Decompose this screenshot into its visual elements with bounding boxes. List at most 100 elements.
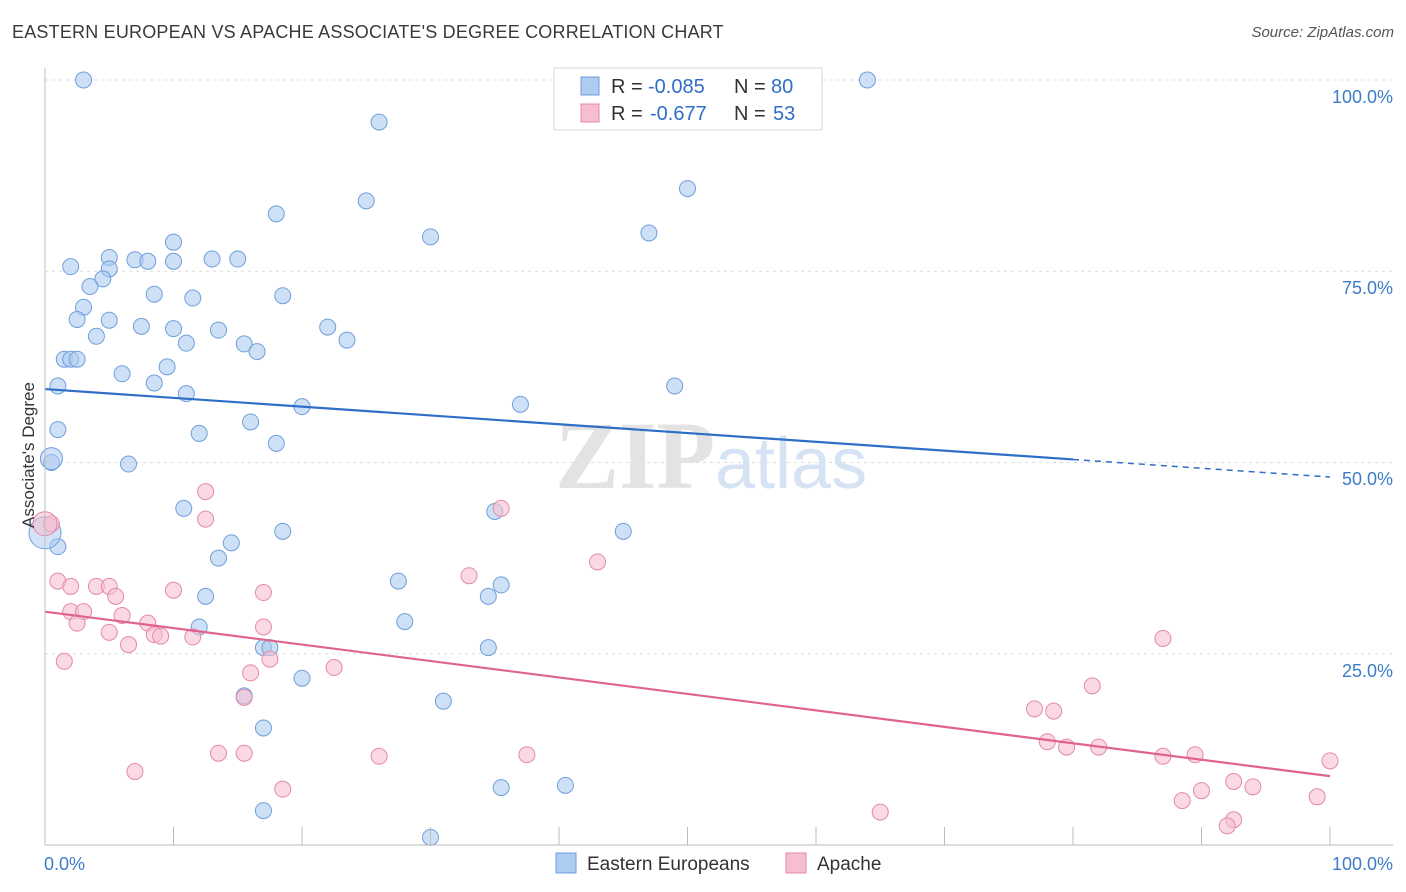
legend-r-label-2: R = [611, 103, 643, 125]
eastern-europeans-point [139, 252, 157, 270]
eastern-europeans-point [274, 287, 292, 305]
apache-point [1173, 792, 1191, 810]
eastern-europeans-point [666, 377, 684, 395]
legend-bottom-swatch-blue [555, 852, 577, 874]
trend-lines [44, 387, 1331, 778]
legend-n-label-1: N = [734, 76, 766, 98]
eastern-europeans-point [49, 377, 67, 395]
eastern-europeans-point [492, 779, 510, 797]
apache-point [1321, 752, 1339, 770]
x-tick-label-0: 0.0% [44, 854, 85, 874]
eastern-europeans-point [357, 192, 375, 210]
y-tick-label-50: 50.0% [1342, 469, 1393, 489]
apache-point [1154, 629, 1172, 647]
eastern-europeans-point [858, 71, 876, 89]
eastern-europeans-point [267, 205, 285, 223]
eastern-europeans-point [396, 613, 414, 631]
eastern-europeans-point [165, 252, 182, 270]
legend-n-value-1: 80 [771, 76, 793, 98]
legend-r-label-1: R = [611, 76, 643, 98]
apache-point [165, 581, 182, 599]
eastern-europeans-point [62, 258, 80, 276]
apache-point [518, 746, 536, 764]
eastern-europeans-point [293, 669, 311, 687]
eastern-europeans-point [49, 421, 67, 439]
apache-point [370, 747, 388, 765]
eastern-europeans-point [422, 228, 439, 246]
trend-line-eastern-europeans [44, 387, 1074, 461]
legend-bottom-apache: Apache [817, 854, 881, 875]
eastern-europeans-point [165, 320, 182, 338]
eastern-europeans-point [145, 374, 163, 392]
eastern-europeans-point [177, 334, 195, 352]
y-tick-label-75: 75.0% [1342, 278, 1393, 298]
eastern-europeans-point [113, 365, 131, 383]
eastern-europeans-point [75, 71, 93, 89]
eastern-europeans-point [614, 522, 632, 540]
eastern-europeans-point [492, 576, 510, 594]
legend-bottom: Eastern Europeans Apache [555, 852, 881, 875]
axes-layer [44, 68, 1393, 846]
legend-bottom-swatch-pink [785, 852, 807, 874]
apache-point [1225, 773, 1243, 791]
eastern-europeans-point [242, 413, 260, 431]
eastern-europeans-point [68, 310, 86, 328]
eastern-europeans-point [479, 587, 497, 605]
apache-point [107, 587, 125, 605]
apache-point [113, 607, 131, 624]
eastern-europeans-point [158, 358, 176, 376]
eastern-europeans-point [267, 434, 285, 452]
series-apache [32, 483, 1339, 835]
eastern-europeans-point [254, 719, 272, 737]
eastern-europeans-point [209, 549, 227, 567]
legend-r-value-2: -0.677 [650, 103, 707, 125]
eastern-europeans-point [248, 343, 266, 361]
apache-point [1045, 702, 1063, 720]
y-tick-label-25: 25.0% [1342, 661, 1393, 681]
apache-point [235, 744, 253, 762]
apache-point [242, 664, 260, 682]
eastern-europeans-point [145, 285, 163, 303]
apache-point [184, 628, 202, 646]
trend-line-eastern-europeans-projection [1072, 458, 1331, 478]
eastern-europeans-point [132, 317, 150, 335]
legend-top: R = -0.085 N = 80 R = -0.677 N = 53 [553, 67, 823, 131]
eastern-europeans-point [229, 250, 247, 268]
x-tick-label-100: 100.0% [1332, 854, 1393, 874]
eastern-europeans-point [120, 455, 138, 473]
eastern-europeans-point [190, 424, 208, 442]
source-label: Source: ZipAtlas.com [1251, 24, 1394, 41]
eastern-europeans-point [81, 278, 99, 296]
legend-swatch-pink [580, 103, 600, 123]
eastern-europeans-point [389, 572, 407, 590]
y-tick-label-100: 100.0% [1332, 87, 1393, 107]
eastern-europeans-point [479, 639, 497, 657]
apache-point [152, 627, 170, 645]
eastern-europeans-point [254, 802, 272, 820]
trend-line-apache [44, 610, 1331, 778]
eastern-europeans-point [640, 224, 658, 242]
eastern-europeans-point [222, 534, 240, 552]
apache-point [1193, 782, 1210, 800]
chart-title: EASTERN EUROPEAN VS APACHE ASSOCIATE'S D… [12, 22, 724, 42]
apache-point [55, 652, 73, 670]
eastern-europeans-point [94, 270, 112, 288]
eastern-europeans-point [235, 335, 253, 353]
eastern-europeans-point [338, 331, 356, 349]
apache-point [274, 780, 292, 798]
watermark: ZIP atlas [555, 402, 867, 509]
apache-point [254, 584, 272, 602]
apache-point [62, 577, 80, 595]
eastern-europeans-point-large [39, 447, 63, 471]
apache-point [1025, 700, 1043, 718]
legend-n-label-2: N = [734, 103, 766, 125]
apache-point [235, 688, 253, 706]
legend-r-value-1: -0.085 [648, 76, 705, 98]
apache-point [120, 636, 138, 654]
legend-n-value-2: 53 [773, 103, 795, 125]
legend-bottom-eastern-europeans: Eastern Europeans [587, 854, 750, 875]
eastern-europeans-point [203, 250, 221, 268]
apache-point [197, 483, 215, 501]
eastern-europeans-point [184, 289, 202, 307]
